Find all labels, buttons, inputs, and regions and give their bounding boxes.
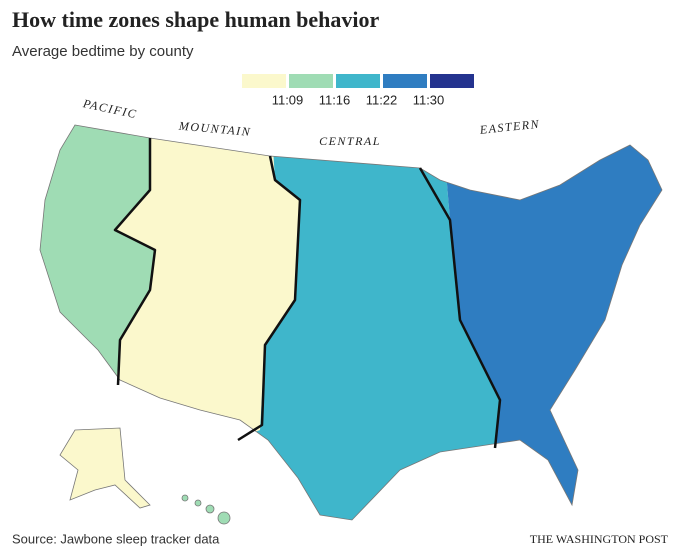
legend-label: 11:30 <box>413 92 445 107</box>
hawaii <box>181 494 231 525</box>
mountain-zone <box>40 125 300 440</box>
title: How time zones shape human behavior <box>12 7 380 32</box>
subtitle: Average bedtime by county <box>12 43 194 60</box>
legend-label: 11:22 <box>366 92 398 107</box>
eastern-zone <box>440 125 662 520</box>
source: Source: Jawbone sleep tracker data <box>12 531 220 546</box>
zone-label: CENTRAL <box>319 134 381 148</box>
zone-label: EASTERN <box>478 117 541 137</box>
credit: THE WASHINGTON POST <box>530 532 669 546</box>
us-outline <box>39 124 663 521</box>
pacific-zone <box>40 125 155 400</box>
legend-swatch <box>383 74 427 88</box>
legend-label: 11:16 <box>319 92 351 107</box>
legend-swatch <box>336 74 380 88</box>
contiguous-us <box>40 125 662 520</box>
legend: 11:09 11:16 11:22 11:30 <box>242 74 474 107</box>
alaska <box>59 427 151 509</box>
legend-swatch <box>289 74 333 88</box>
zone-label: PACIFIC <box>81 96 139 121</box>
zone-label: MOUNTAIN <box>177 119 251 139</box>
legend-label: 11:09 <box>272 92 304 107</box>
central-eastern-border <box>418 167 502 449</box>
mountain-central-border <box>237 155 302 442</box>
legend-swatch <box>430 74 474 88</box>
legend-swatch <box>242 74 286 88</box>
pacific-mountain-border <box>113 138 157 386</box>
